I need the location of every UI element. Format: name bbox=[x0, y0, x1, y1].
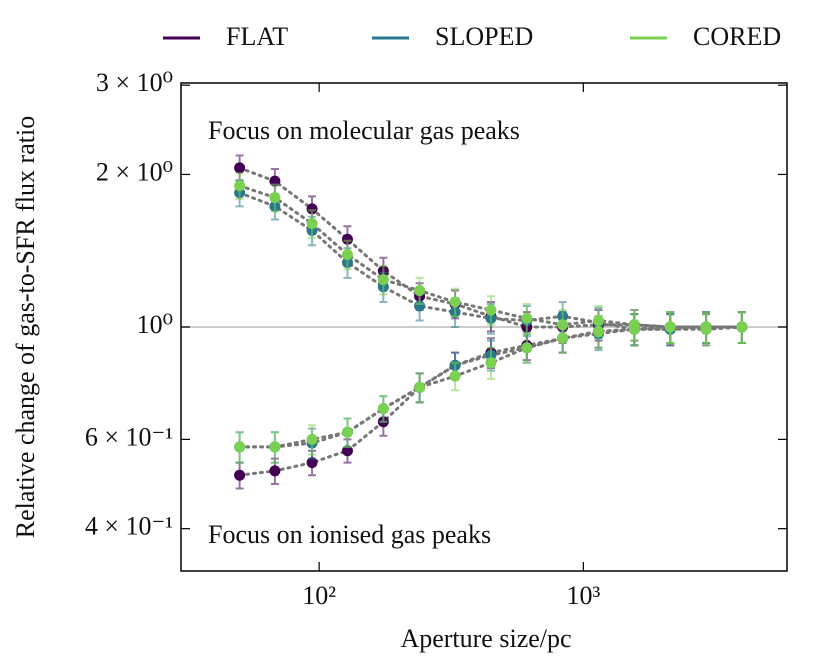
y-axis-label: Relative change of gas-to-SFR flux ratio bbox=[11, 116, 40, 538]
point bbox=[449, 370, 461, 382]
point bbox=[592, 325, 604, 337]
point bbox=[736, 321, 748, 333]
point bbox=[341, 233, 353, 245]
point bbox=[377, 403, 389, 415]
x-tick-label: 10³ bbox=[566, 581, 600, 610]
x-tick-label: 10² bbox=[302, 581, 336, 610]
point bbox=[234, 441, 246, 453]
point bbox=[269, 192, 281, 204]
plot-frame bbox=[180, 82, 788, 572]
point bbox=[700, 323, 712, 335]
point bbox=[306, 218, 318, 230]
point bbox=[269, 441, 281, 453]
point bbox=[557, 332, 569, 344]
series-line bbox=[238, 325, 744, 449]
point bbox=[414, 285, 426, 297]
point bbox=[664, 321, 676, 333]
legend-label: SLOPED bbox=[435, 22, 533, 51]
y-tick-label: 2 × 10⁰ bbox=[96, 157, 173, 186]
point bbox=[449, 296, 461, 308]
legend-label: FLAT bbox=[226, 22, 288, 51]
point bbox=[234, 162, 246, 174]
point bbox=[234, 469, 246, 481]
y-tick-label: 3 × 10⁰ bbox=[96, 68, 173, 97]
annotation: Focus on molecular gas peaks bbox=[208, 116, 520, 145]
point bbox=[341, 249, 353, 261]
point bbox=[485, 357, 497, 369]
y-tick-label: 6 × 10⁻¹ bbox=[85, 422, 173, 451]
point bbox=[306, 433, 318, 445]
point bbox=[306, 457, 318, 469]
point bbox=[414, 381, 426, 393]
point bbox=[628, 323, 640, 335]
point bbox=[485, 304, 497, 316]
point bbox=[377, 274, 389, 286]
point bbox=[341, 426, 353, 438]
point bbox=[306, 203, 318, 215]
y-tick-label: 10⁰ bbox=[137, 310, 173, 339]
annotation: Focus on ionised gas peaks bbox=[208, 520, 491, 549]
point bbox=[234, 180, 246, 192]
point bbox=[341, 445, 353, 457]
y-tick-label: 4 × 10⁻¹ bbox=[85, 512, 173, 541]
point bbox=[521, 342, 533, 354]
point bbox=[269, 465, 281, 477]
point bbox=[521, 312, 533, 324]
x-axis-label: Aperture size/pc bbox=[400, 624, 571, 653]
legend-label: CORED bbox=[693, 22, 781, 51]
